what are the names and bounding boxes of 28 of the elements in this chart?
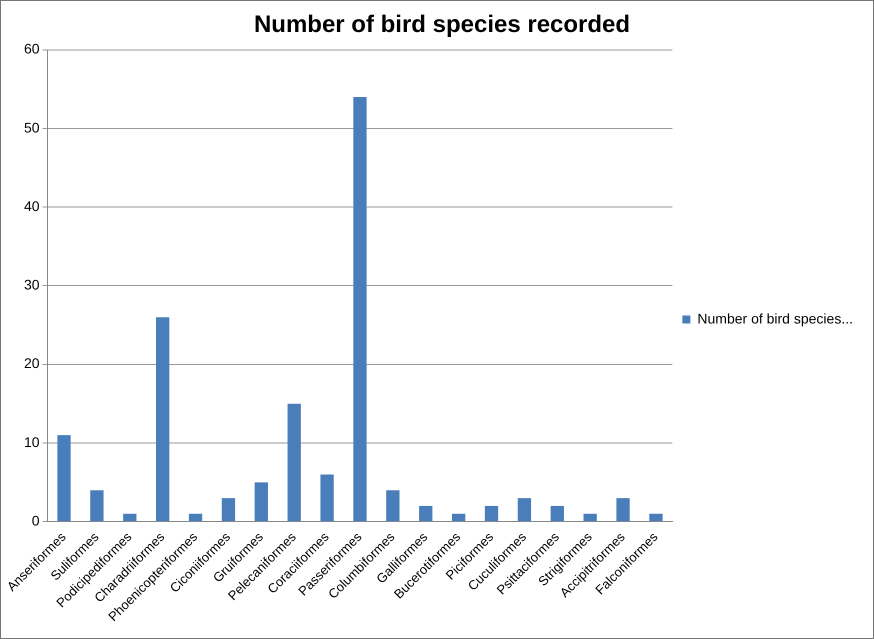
- bar: [222, 498, 236, 522]
- y-tick-label: 10: [24, 434, 40, 450]
- bar: [484, 506, 498, 522]
- bar: [550, 506, 564, 522]
- y-tick-label: 50: [24, 119, 40, 136]
- y-tick-label: 20: [24, 355, 40, 372]
- y-tick-label: 60: [24, 40, 40, 57]
- bar: [353, 96, 367, 522]
- bar: [518, 498, 532, 522]
- bar: [649, 514, 663, 522]
- bar: [123, 514, 136, 522]
- bar: [156, 317, 170, 522]
- bar: [320, 474, 334, 522]
- y-tick-label: 40: [24, 198, 40, 214]
- bar: [254, 482, 268, 522]
- legend-label: Number of bird species...: [697, 310, 854, 326]
- chart-title: Number of bird species recorded: [254, 11, 630, 38]
- y-tick-label: 0: [32, 512, 40, 529]
- bar: [386, 490, 400, 522]
- bar: [616, 498, 630, 522]
- bar: [90, 490, 104, 522]
- bar: [188, 514, 202, 522]
- bar: [57, 435, 71, 522]
- bar: [419, 506, 432, 522]
- bar: [584, 514, 597, 522]
- bar: [288, 404, 301, 522]
- bar: [452, 514, 466, 522]
- y-tick-label: 30: [24, 276, 40, 293]
